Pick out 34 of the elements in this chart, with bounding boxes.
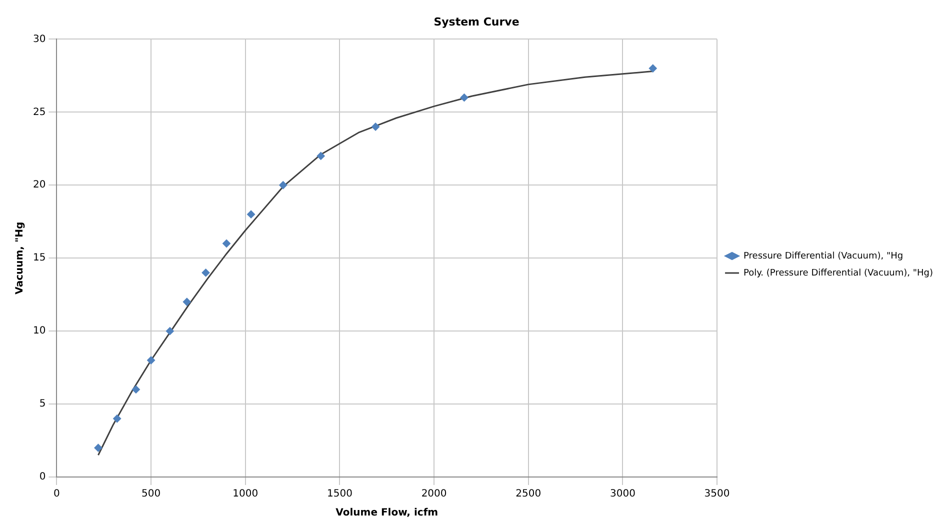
x-tick-label: 1500 bbox=[326, 488, 352, 500]
x-tick-label: 500 bbox=[142, 488, 161, 500]
x-tick-label: 0 bbox=[54, 488, 60, 500]
x-tick-label: 3500 bbox=[704, 488, 730, 500]
legend-label: Poly. (Pressure Differential (Vacuum), "Hg) bbox=[744, 268, 934, 278]
point bbox=[648, 64, 657, 72]
y-tick-label: 10 bbox=[32, 326, 46, 337]
y-tick-label: 20 bbox=[32, 180, 46, 191]
y-tick-label: 30 bbox=[32, 34, 46, 45]
y-tick-label: 25 bbox=[32, 106, 46, 118]
point bbox=[113, 414, 122, 423]
point bbox=[182, 298, 191, 306]
legend-label: Pressure Differential (Vacuum), "Hg bbox=[744, 251, 904, 262]
point bbox=[94, 444, 102, 452]
point bbox=[166, 327, 174, 336]
point bbox=[132, 385, 140, 394]
point bbox=[222, 240, 231, 248]
point bbox=[202, 268, 210, 277]
point bbox=[279, 181, 288, 190]
point bbox=[316, 152, 325, 160]
point bbox=[460, 94, 468, 102]
y-axis-title: Vacuum, "Hg bbox=[14, 222, 26, 294]
x-tick-label: 1000 bbox=[232, 488, 258, 500]
x-tick-label: 3000 bbox=[610, 488, 636, 500]
point bbox=[247, 210, 256, 218]
y-tick-label: 0 bbox=[39, 472, 46, 483]
x-tick-label: 2500 bbox=[516, 488, 542, 500]
x-axis-title: Volume Flow, icfm bbox=[336, 508, 438, 519]
y-tick-label: 15 bbox=[32, 252, 46, 264]
point bbox=[147, 356, 156, 364]
x-tick-label: 2000 bbox=[421, 488, 447, 500]
point bbox=[372, 122, 380, 131]
chart-title: System Curve bbox=[434, 15, 520, 28]
y-tick-label: 5 bbox=[39, 398, 46, 410]
